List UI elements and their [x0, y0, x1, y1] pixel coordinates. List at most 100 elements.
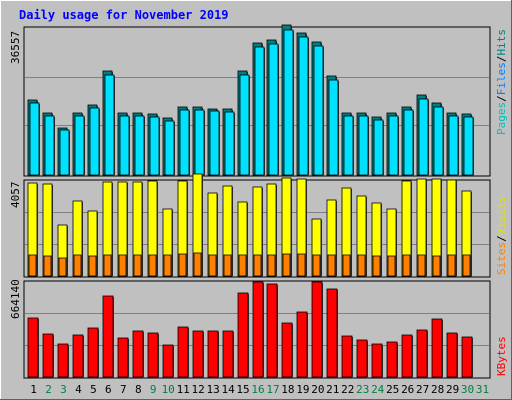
bar-sites-day-6: [103, 254, 112, 277]
bar-files-day-10: [164, 120, 175, 176]
bar-kbytes-day-1: [27, 317, 39, 378]
bar-kbytes-day-8: [132, 330, 144, 378]
bar-kbytes-day-27: [416, 329, 428, 378]
bar-kbytes-day-21: [326, 288, 338, 378]
panel-bottom-bars: [27, 281, 473, 378]
bar-kbytes-day-20: [311, 281, 323, 378]
x-tick-label-30: 30: [461, 383, 474, 396]
legend-bottom: KBytes: [495, 336, 508, 376]
bar-kbytes-day-24: [371, 343, 383, 378]
bar-files-day-13: [209, 110, 220, 176]
legend-sep-1: /: [495, 95, 508, 102]
bar-kbytes-day-2: [42, 333, 54, 378]
x-tick-label-2: 2: [45, 383, 52, 396]
bar-sites-day-16: [253, 254, 262, 277]
bar-kbytes-day-14: [222, 330, 234, 378]
bar-files-day-5: [89, 107, 100, 176]
x-tick-label-31: 31: [476, 383, 489, 396]
panel-middle-bars: [27, 173, 472, 277]
x-tick-label-29: 29: [446, 383, 459, 396]
x-tick-label-26: 26: [401, 383, 414, 396]
legend-kbytes: KBytes: [495, 336, 508, 376]
bar-files-day-28: [433, 106, 444, 176]
bar-files-day-23: [358, 115, 369, 176]
bar-sites-day-27: [417, 254, 426, 277]
legend-top: Pages/Files/Hits: [495, 29, 508, 135]
legend-pages: Pages: [495, 102, 508, 135]
bar-sites-day-19: [297, 253, 306, 277]
x-tick-label-21: 21: [326, 383, 339, 396]
x-tick-label-24: 24: [371, 383, 385, 396]
bar-kbytes-day-3: [57, 343, 69, 378]
bar-sites-day-23: [357, 254, 366, 277]
x-axis-day-labels: 1 2 3 4 5 6 7 8 9 10 11 12 13 14 15 16 17 18 19 20 21 22 23 24 2…: [30, 383, 489, 396]
bar-sites-day-28: [432, 255, 441, 277]
legend-sep-2: /: [495, 56, 508, 63]
bar-files-day-17: [268, 43, 279, 176]
bar-files-day-30: [463, 116, 474, 176]
x-tick-label-7: 7: [120, 383, 127, 396]
legend-sites: Sites: [495, 242, 508, 275]
bar-sites-day-13: [208, 254, 217, 277]
bar-files-day-6: [104, 74, 115, 176]
bar-sites-day-24: [372, 255, 381, 277]
x-tick-label-19: 19: [296, 383, 309, 396]
legend-visits: Visits: [495, 196, 508, 236]
bar-kbytes-day-12: [192, 330, 204, 378]
panel-middle-max-label: 4057: [9, 182, 22, 209]
bar-sites-day-17: [267, 254, 276, 277]
bar-sites-day-7: [118, 254, 127, 277]
x-tick-label-12: 12: [191, 383, 204, 396]
x-tick-label-15: 15: [236, 383, 249, 396]
chart-title: Daily usage for November 2019: [19, 8, 229, 22]
bar-files-day-26: [403, 109, 414, 176]
x-tick-label-22: 22: [341, 383, 354, 396]
bar-kbytes-day-4: [72, 334, 84, 378]
bar-kbytes-day-18: [281, 322, 293, 378]
bar-files-day-21: [328, 79, 339, 176]
x-tick-label-6: 6: [105, 383, 112, 396]
bar-kbytes-day-22: [341, 335, 353, 378]
bar-sites-day-29: [447, 254, 456, 277]
x-tick-label-16: 16: [251, 383, 264, 396]
bar-kbytes-day-5: [87, 327, 99, 378]
x-tick-label-10: 10: [162, 383, 175, 396]
legend-sep-3: /: [495, 235, 508, 242]
bar-kbytes-day-13: [207, 330, 219, 378]
bar-files-day-25: [388, 115, 399, 176]
bar-kbytes-day-26: [401, 334, 413, 378]
x-tick-label-5: 5: [90, 383, 97, 396]
bar-sites-day-14: [223, 254, 232, 277]
bar-sites-day-4: [73, 254, 82, 277]
x-tick-label-11: 11: [177, 383, 190, 396]
bar-files-day-14: [224, 111, 235, 176]
bar-kbytes-day-19: [296, 311, 308, 378]
bar-files-day-29: [448, 115, 459, 176]
bar-sites-day-9: [148, 254, 157, 277]
x-tick-label-9: 9: [150, 383, 157, 396]
bar-kbytes-day-9: [147, 332, 159, 378]
bar-sites-day-21: [327, 254, 336, 277]
bar-sites-day-5: [88, 255, 97, 277]
bar-files-day-1: [29, 102, 40, 176]
bar-files-day-7: [119, 115, 130, 176]
bar-files-day-19: [298, 36, 309, 176]
bar-files-day-12: [194, 109, 205, 176]
bar-kbytes-day-23: [356, 339, 368, 378]
bar-sites-day-22: [342, 254, 351, 277]
bar-sites-day-1: [28, 254, 37, 277]
bar-sites-day-12: [193, 252, 202, 277]
bar-files-day-3: [59, 129, 70, 176]
bar-sites-day-11: [178, 253, 187, 277]
panel-bottom-max-label: 664140: [9, 279, 22, 319]
bar-sites-day-20: [312, 254, 321, 277]
x-tick-label-13: 13: [206, 383, 219, 396]
bar-kbytes-day-10: [162, 344, 174, 378]
x-tick-label-4: 4: [75, 383, 82, 396]
x-tick-label-1: 1: [30, 383, 37, 396]
bar-kbytes-day-28: [431, 318, 443, 378]
x-tick-label-27: 27: [416, 383, 429, 396]
bar-files-day-24: [373, 119, 384, 176]
bar-kbytes-day-6: [102, 295, 114, 378]
